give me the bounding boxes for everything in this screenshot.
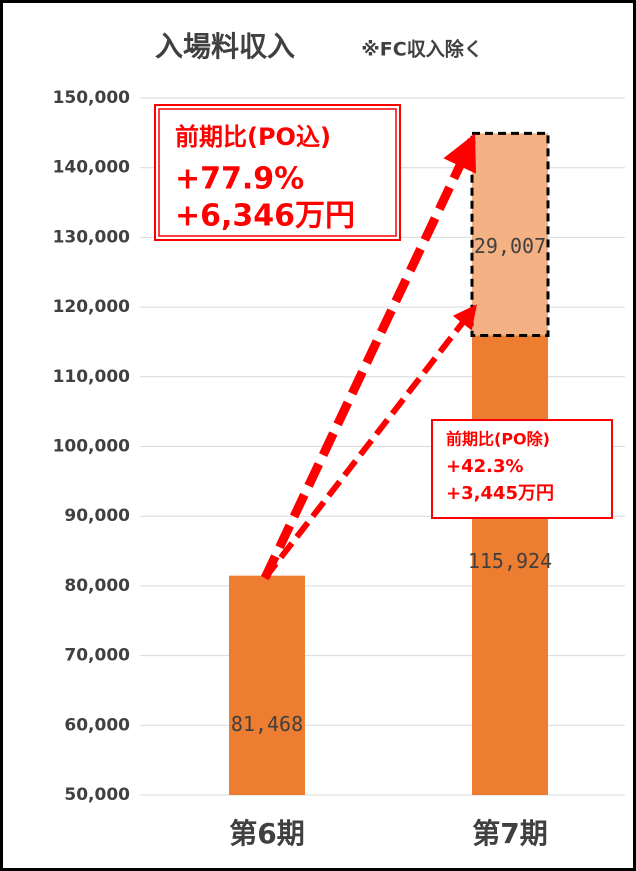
y-tick-label: 60,000 xyxy=(64,715,130,735)
annotation-box xyxy=(431,419,613,519)
annotation-text: +6,346万円 xyxy=(175,199,355,234)
annotation-box xyxy=(158,108,397,237)
y-tick-label: 150,000 xyxy=(53,88,131,108)
annotation-text: +42.3% xyxy=(446,456,524,477)
bar xyxy=(472,335,548,795)
y-tick-label: 110,000 xyxy=(53,367,131,387)
bar xyxy=(470,131,550,338)
annotation-text: +77.9% xyxy=(175,162,304,197)
bar xyxy=(229,575,305,795)
arrow xyxy=(262,304,477,580)
y-tick-label: 80,000 xyxy=(64,576,130,596)
y-tick-label: 90,000 xyxy=(64,506,130,526)
y-tick-label: 100,000 xyxy=(53,437,131,457)
y-tick-label: 130,000 xyxy=(53,227,131,247)
x-tick-label: 第7期 xyxy=(472,817,547,850)
value-label: 115,924 xyxy=(468,549,552,573)
annotation-text: 前期比(PO除) xyxy=(446,430,550,449)
arrow xyxy=(260,133,477,580)
y-tick-label: 70,000 xyxy=(64,646,130,666)
annotation-text: +3,445万円 xyxy=(446,483,554,504)
annotation-text: 前期比(PO込) xyxy=(175,123,331,151)
value-label: 81,468 xyxy=(231,712,303,736)
x-tick-label: 第6期 xyxy=(229,817,304,850)
y-tick-label: 50,000 xyxy=(64,785,130,805)
y-tick-label: 140,000 xyxy=(53,158,131,178)
chart-subtitle: ※FC収入除く xyxy=(361,38,482,61)
y-tick-label: 120,000 xyxy=(53,297,131,317)
annotation-box xyxy=(154,104,401,241)
value-label: 29,007 xyxy=(474,234,546,258)
chart-title: 入場料収入 xyxy=(155,30,295,63)
